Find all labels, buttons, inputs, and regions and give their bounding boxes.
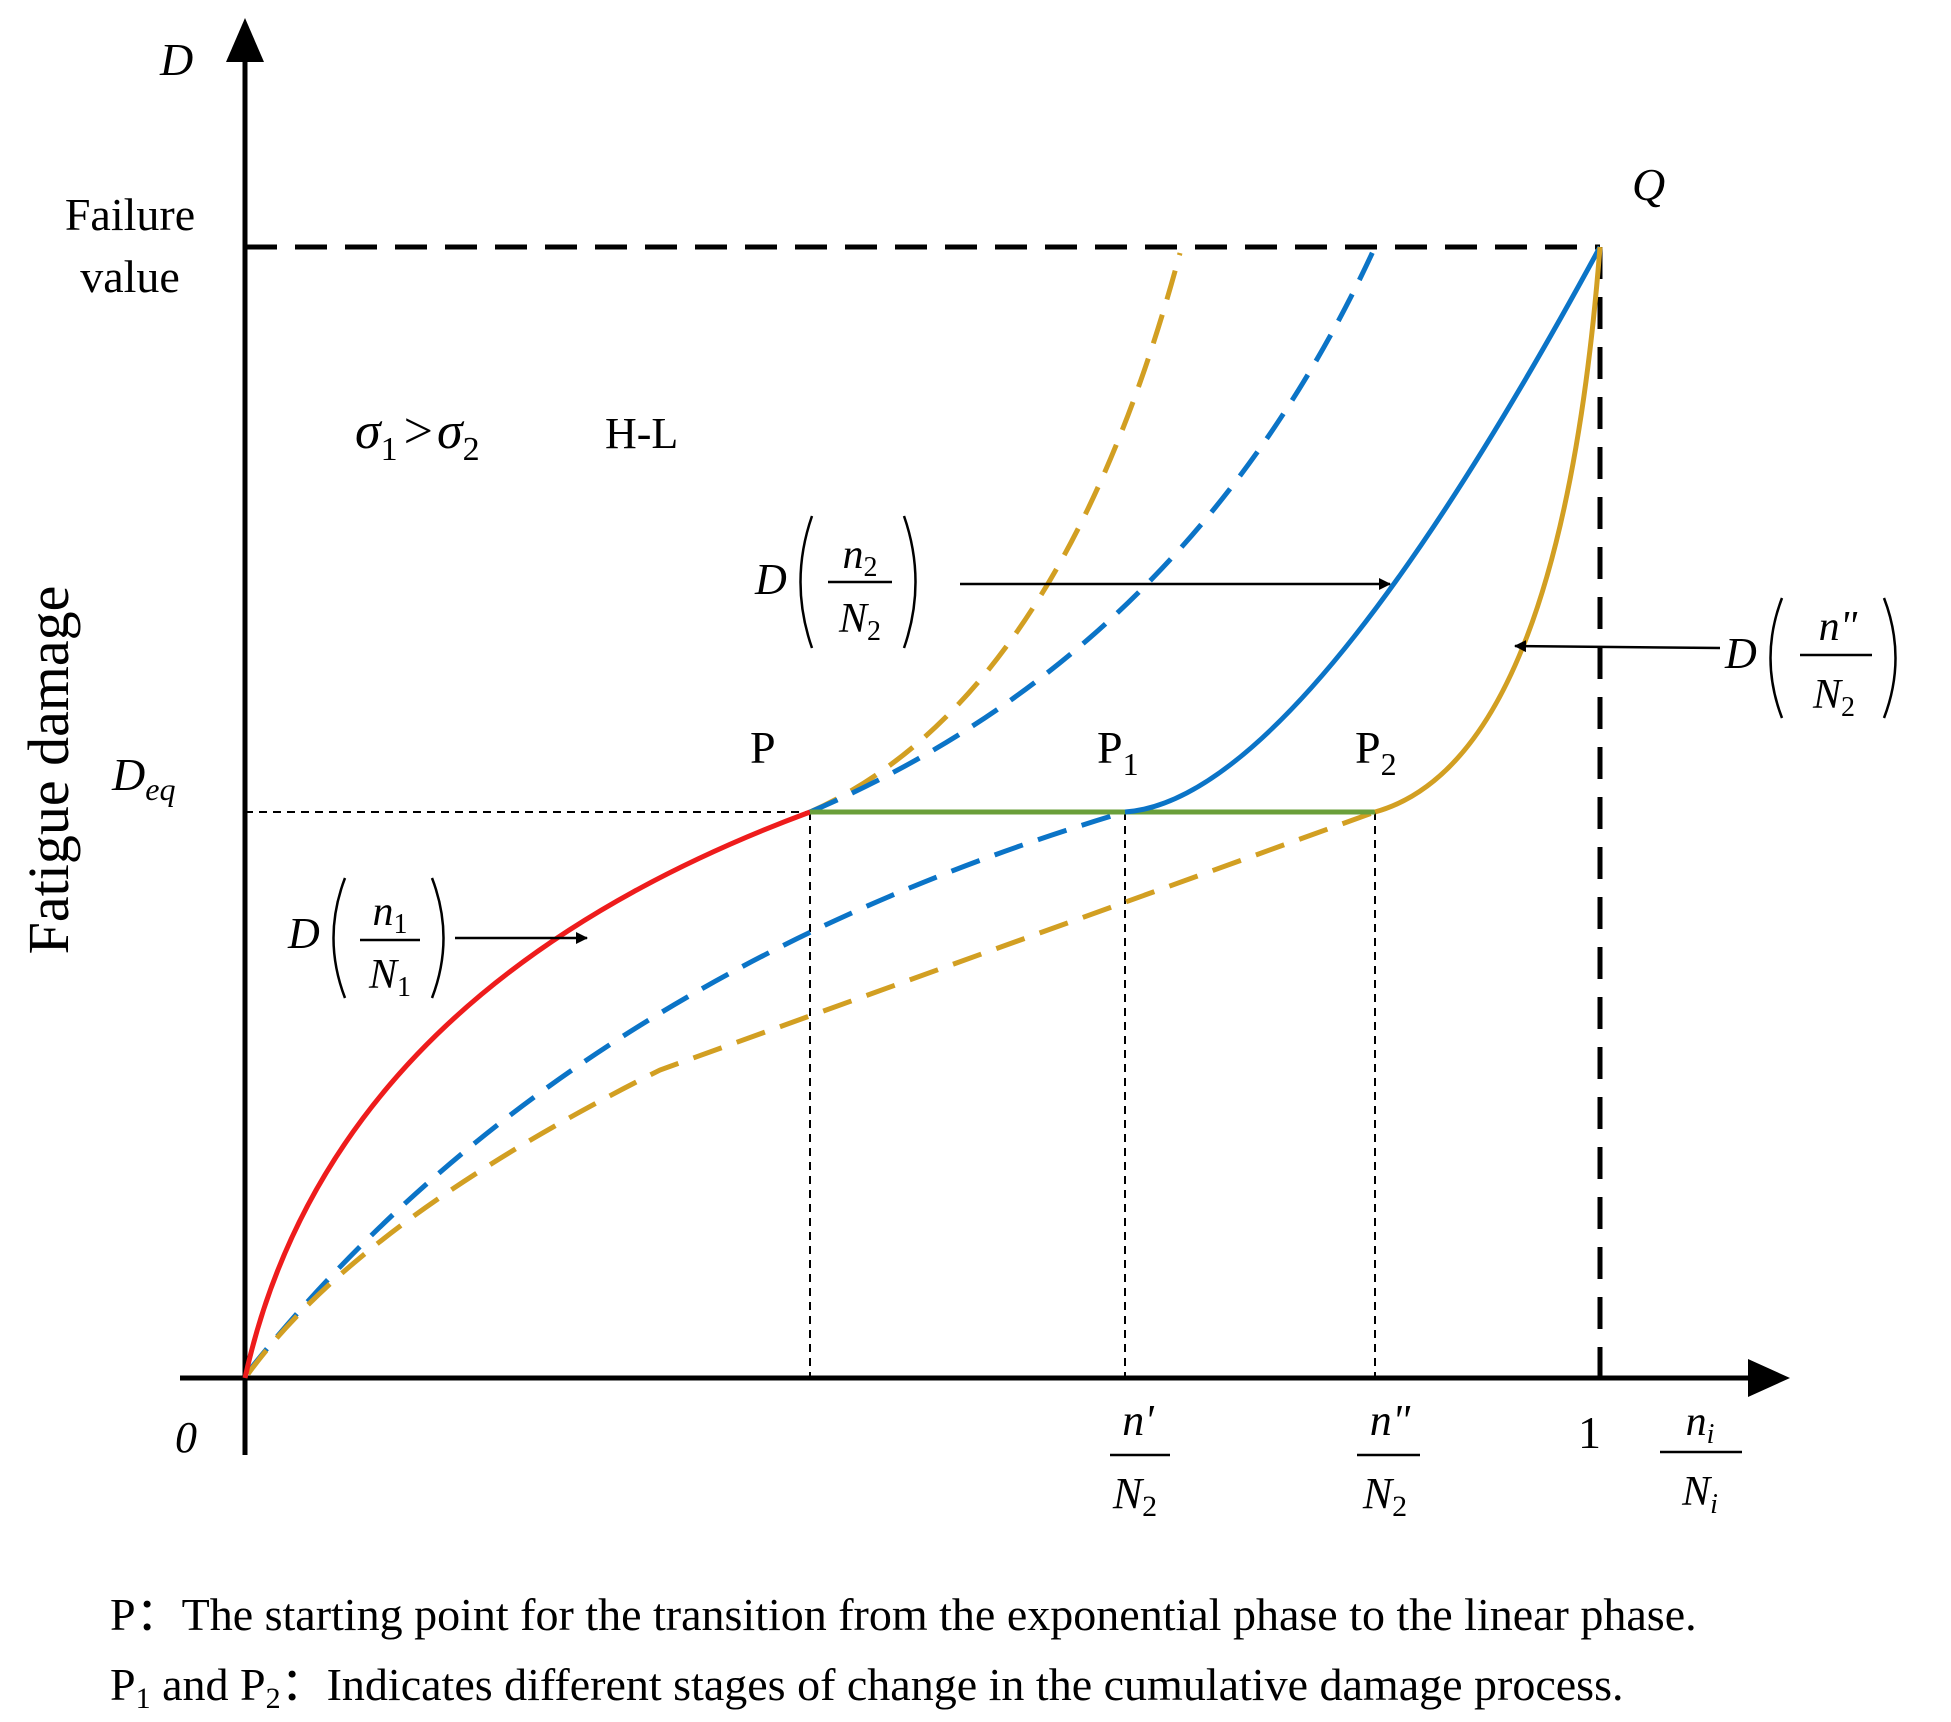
failure-value-label-line1: Failure — [65, 189, 195, 240]
axes — [180, 18, 1790, 1455]
svg-text:Ni: Ni — [1681, 1469, 1718, 1520]
svg-text:N2: N2 — [1362, 1469, 1407, 1523]
y-axis-symbol: D — [159, 34, 193, 85]
d-npp-arrow — [1514, 640, 1721, 653]
tick-n-double-prime-over-n2: n" N2 — [1357, 1396, 1420, 1523]
point-p2-label: P2 — [1355, 722, 1397, 782]
failure-value-label-line2: value — [80, 251, 180, 302]
svg-text:n1: n1 — [373, 889, 408, 940]
caption-line-2: P1 and P2：Indicates different stages of … — [110, 1659, 1624, 1715]
gold-dashed-lower-curve — [245, 809, 1376, 1376]
x-axis-arrowhead — [1748, 1359, 1790, 1397]
pointer-arrows — [455, 578, 1721, 944]
reference-lines — [245, 244, 1603, 1378]
svg-text:n": n" — [1819, 604, 1858, 650]
d-n1-over-n1-label: D n1 N1 — [287, 877, 445, 1003]
y-axis-title: Fatigue damage — [16, 586, 81, 955]
caption-p1-p2-text: Indicates different stages of change in … — [326, 1659, 1624, 1710]
svg-text:n2: n2 — [843, 532, 878, 583]
svg-text:ni: ni — [1686, 1399, 1715, 1450]
d-n-double-prime-over-n2-label: D n" N2 — [1724, 597, 1897, 723]
svg-text:N2: N2 — [1112, 1469, 1157, 1523]
caption-p-label: P — [110, 1589, 136, 1640]
svg-text:N1: N1 — [368, 952, 411, 1003]
red-first-stage-curve — [242, 809, 811, 1379]
svg-text:D: D — [754, 555, 787, 604]
blue-solid-second-stage-curve — [1124, 245, 1603, 815]
loading-sequence-label: H-L — [605, 409, 678, 458]
point-q-label: Q — [1632, 159, 1665, 210]
sigma-relation: σ1 >σ2 — [355, 403, 480, 468]
svg-text:D: D — [1724, 629, 1757, 678]
point-labels: Q P P1 P2 — [750, 159, 1665, 782]
axis-labels: D Fatigue damage 0 Failure value Deq 1 n… — [16, 34, 1742, 1523]
caption-p-text: The starting point for the transition fr… — [181, 1589, 1697, 1640]
y-axis-arrowhead — [226, 18, 264, 62]
point-p-label: P — [750, 722, 776, 773]
caption-line-1: P：The starting point for the transition … — [110, 1589, 1697, 1640]
d-n2-over-n2-label: D n2 N2 — [754, 515, 917, 649]
gold-dashed-upper-curve — [808, 252, 1183, 815]
svg-text:n': n' — [1122, 1396, 1155, 1445]
x-axis-one-label: 1 — [1578, 1407, 1601, 1458]
stress-condition: σ1 >σ2 H-L — [355, 403, 678, 468]
gold-solid-second-stage-curve — [1374, 246, 1603, 815]
blue-dashed-upper-curve — [809, 245, 1378, 815]
tick-n-prime-over-n2: n' N2 — [1110, 1396, 1170, 1523]
svg-text:D: D — [287, 909, 320, 958]
x-axis-fraction: ni Ni — [1660, 1399, 1742, 1520]
svg-text:N2: N2 — [1812, 672, 1855, 723]
origin-label: 0 — [175, 1413, 197, 1462]
svg-text:N2: N2 — [838, 596, 881, 647]
svg-text:n": n" — [1370, 1396, 1411, 1445]
point-p1-label: P1 — [1097, 722, 1139, 782]
deq-label: Deq — [111, 749, 175, 807]
blue-dashed-lower-curve — [246, 809, 1126, 1374]
